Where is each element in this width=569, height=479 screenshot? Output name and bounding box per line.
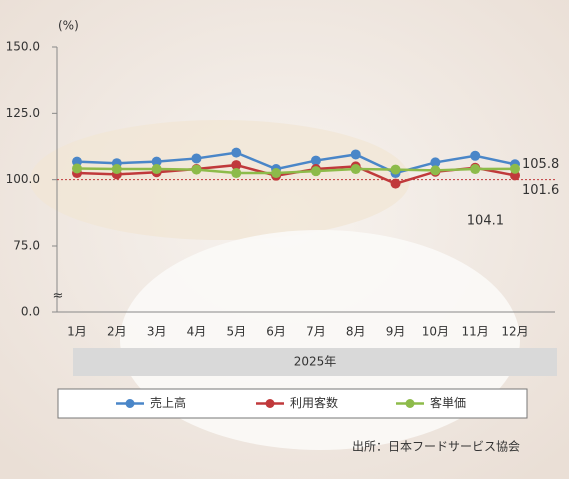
point (350, 164, 361, 175)
point (310, 155, 321, 166)
point (510, 163, 520, 174)
y-tick-label: 0.0 (21, 305, 40, 319)
y-tick-label: 150.0 (6, 40, 40, 54)
legend-label: 売上高 (150, 395, 186, 410)
point (191, 164, 202, 175)
point (470, 164, 481, 175)
point (430, 165, 441, 176)
point (231, 160, 242, 171)
end-label: 105.8 (522, 157, 559, 172)
legend-marker (265, 399, 275, 408)
point (231, 168, 242, 179)
legend-marker (405, 399, 415, 408)
series-line (76, 167, 516, 175)
end-label: 101.6 (522, 183, 559, 198)
point (430, 157, 441, 168)
y-tick-label: 75.0 (13, 239, 40, 253)
point (231, 147, 242, 158)
x-tick-label: 7月 (306, 325, 326, 339)
x-tick-label: 3月 (147, 325, 167, 339)
axis-break: ≈ (53, 289, 64, 304)
x-tick-label: 8月 (346, 325, 366, 339)
point (72, 163, 82, 174)
x-tick-label: 9月 (386, 325, 406, 339)
x-tick-label: 5月 (226, 325, 246, 339)
point (390, 178, 401, 189)
point (470, 150, 481, 161)
background-plate (30, 120, 410, 240)
point (271, 168, 282, 179)
y-unit: (%) (58, 19, 79, 33)
point (72, 156, 82, 167)
legend-marker (125, 399, 135, 408)
point (151, 156, 162, 167)
point (350, 149, 361, 160)
point (390, 164, 401, 175)
x-tick-label: 12月 (501, 325, 528, 339)
point (310, 166, 321, 177)
source: 出所：日本フードサービス協会 (352, 439, 520, 454)
x-group-label: 2025年 (294, 355, 337, 369)
end-label: 104.1 (467, 213, 504, 228)
point (191, 153, 202, 164)
x-tick-label: 10月 (422, 325, 449, 339)
point (111, 164, 122, 175)
x-tick-label: 11月 (462, 325, 489, 339)
x-group-band (73, 348, 557, 376)
x-tick-label: 6月 (266, 325, 286, 339)
x-tick-label: 1月 (67, 325, 87, 339)
point (151, 164, 162, 175)
legend-label: 利用客数 (290, 395, 338, 410)
y-tick-label: 125.0 (6, 106, 40, 120)
series-line (76, 151, 516, 175)
y-tick-label: 100.0 (6, 172, 40, 186)
x-tick-label: 4月 (187, 325, 207, 339)
legend-label: 客単価 (430, 395, 466, 410)
x-tick-label: 2月 (107, 325, 127, 339)
